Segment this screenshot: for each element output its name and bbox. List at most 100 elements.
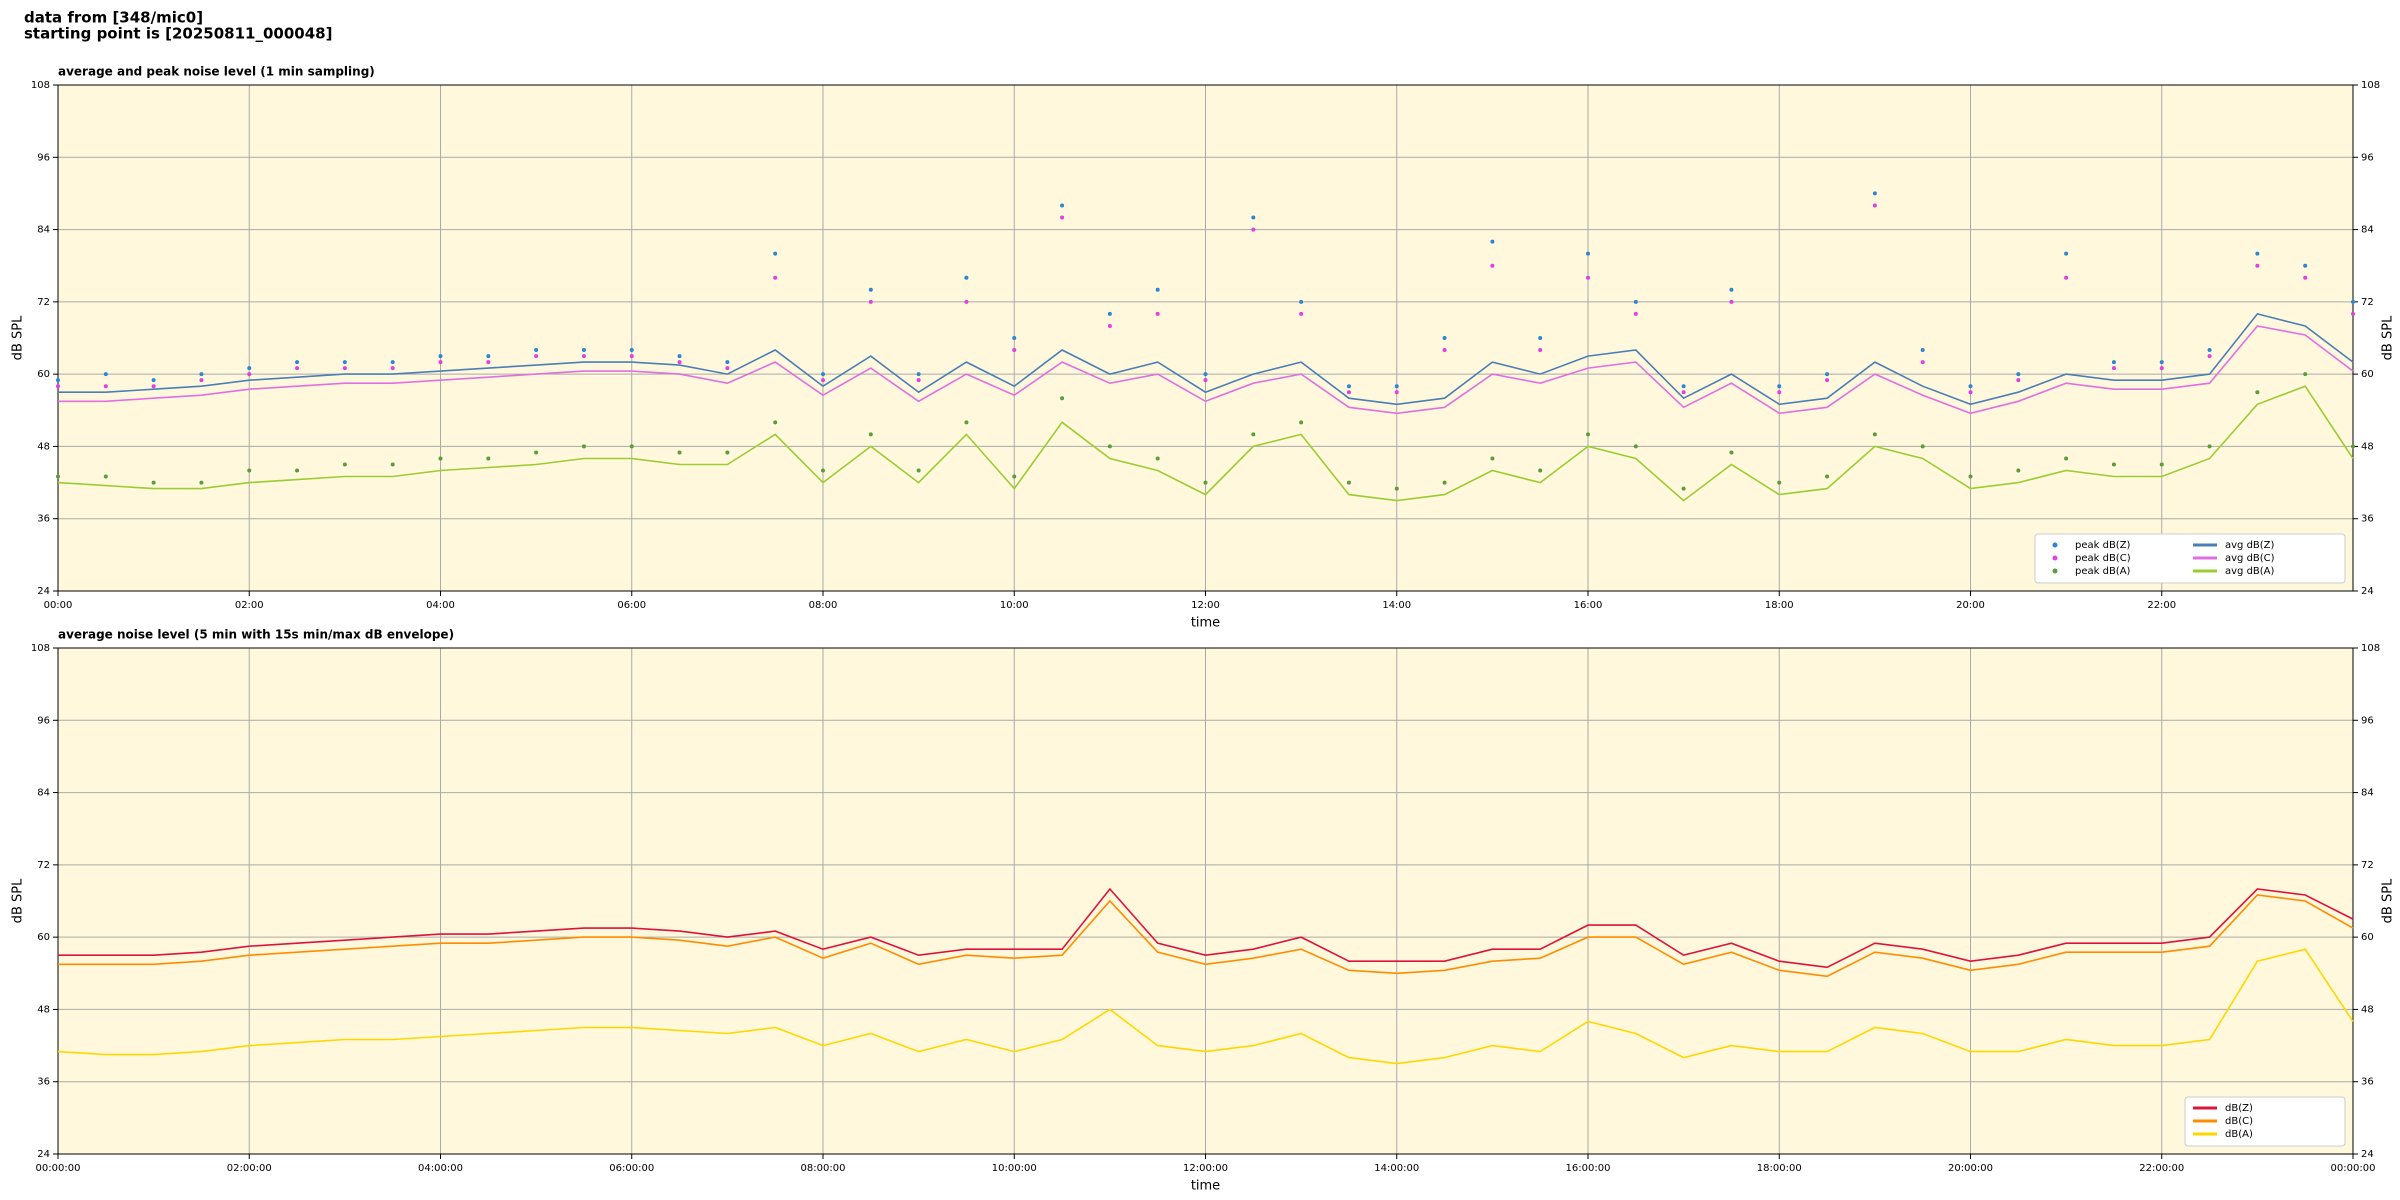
peak-marker (1490, 263, 1495, 268)
y-tick-label: 24 (37, 1149, 50, 1160)
x-tick-label: 06:00 (617, 600, 646, 611)
peak-marker (2255, 390, 2260, 395)
peak-marker (199, 480, 204, 485)
peak-marker (1872, 432, 1877, 437)
peak-marker (1872, 191, 1877, 196)
peak-marker (2255, 251, 2260, 256)
peak-marker (1729, 287, 1734, 292)
x-tick-label: 12:00 (1191, 600, 1220, 611)
peak-marker (2016, 378, 2021, 383)
peak-marker (629, 444, 634, 449)
peak-marker (438, 360, 443, 365)
peak-marker (1394, 486, 1399, 491)
series-line (58, 312, 2354, 406)
x-tick-label: 14:00 (1382, 600, 1411, 611)
y-tick-label: 48 (2361, 441, 2374, 452)
peak-marker (2303, 263, 2308, 268)
peak-marker (1012, 336, 1017, 340)
peak-marker (247, 372, 252, 377)
peak-marker (581, 348, 586, 353)
peak-marker (2207, 348, 2212, 353)
peak-marker (1633, 299, 1638, 304)
peak-marker (342, 366, 347, 371)
peak-marker (1251, 432, 1256, 437)
peak-marker (534, 450, 539, 455)
peak-marker (629, 354, 634, 359)
peak-marker (2064, 275, 2069, 280)
peak-marker (1394, 390, 1399, 395)
chart-title: average and peak noise level (1 min samp… (58, 65, 375, 79)
peak-marker (677, 354, 682, 359)
header-line: data from [348/mic0] (24, 9, 203, 27)
peak-marker (151, 378, 156, 383)
peak-marker (773, 251, 778, 256)
legend-label: peak dB(C) (2075, 553, 2131, 564)
y-tick-label: 84 (2361, 225, 2374, 236)
peak-marker (1107, 323, 1112, 328)
y-tick-label: 36 (2361, 514, 2374, 525)
y-tick-label: 108 (2361, 80, 2380, 91)
peak-marker (1107, 311, 1112, 316)
peak-marker (1538, 336, 1543, 340)
peak-marker (773, 275, 778, 280)
legend-swatch (2052, 568, 2058, 574)
peak-marker (103, 384, 108, 389)
plot-frame (57, 84, 2354, 592)
peak-marker (486, 354, 491, 359)
legend-label: dB(Z) (2225, 1103, 2253, 1114)
x-tick-label: 04:00 (426, 600, 455, 611)
peak-marker (1777, 480, 1782, 485)
peak-marker (677, 450, 682, 455)
peak-marker (1203, 372, 1208, 377)
peak-marker (1920, 360, 1925, 365)
peak-marker (1490, 239, 1495, 244)
peak-marker (1586, 432, 1590, 437)
peak-marker (151, 384, 156, 389)
peak-marker (1060, 215, 1065, 220)
peak-marker (2351, 311, 2355, 316)
peak-marker (199, 372, 204, 377)
y-axis-label: dB SPL (11, 878, 26, 923)
peak-marker (1251, 215, 1256, 220)
y-tick-label: 108 (31, 643, 50, 654)
peak-marker (868, 299, 873, 304)
peak-marker (677, 360, 682, 365)
peak-marker (868, 287, 873, 292)
peak-marker (2159, 462, 2164, 467)
peak-marker (1251, 227, 1256, 232)
peak-marker (1729, 450, 1734, 455)
y-tick-label: 60 (2361, 932, 2374, 943)
legend-label: peak dB(Z) (2075, 540, 2131, 551)
x-tick-label: 16:00 (1574, 600, 1603, 611)
peak-marker (2303, 372, 2308, 377)
x-tick-label: 10:00 (1000, 600, 1029, 611)
x-tick-label: 18:00 (1765, 600, 1794, 611)
peak-marker (1442, 480, 1447, 485)
peak-marker (534, 348, 539, 353)
peak-marker (342, 360, 347, 365)
series-line (58, 325, 2354, 415)
peak-marker (295, 468, 300, 473)
peak-marker (1825, 372, 1830, 377)
peak-marker (725, 360, 730, 365)
peak-marker (964, 420, 969, 425)
legend-label: dB(A) (2225, 1129, 2253, 1140)
series-line (57, 385, 2354, 502)
peak-marker (2351, 299, 2355, 304)
y-tick-label: 36 (37, 514, 50, 525)
peak-marker (1538, 468, 1543, 473)
peak-marker (1729, 299, 1734, 304)
peak-marker (151, 480, 156, 485)
y-tick-label: 84 (2361, 788, 2374, 799)
peak-marker (725, 450, 730, 455)
peak-marker (2111, 366, 2116, 371)
peak-marker (773, 420, 778, 425)
legend-label: avg dB(C) (2225, 553, 2275, 564)
peak-marker (2016, 468, 2021, 473)
peak-marker (2207, 354, 2212, 359)
y-tick-label: 24 (2361, 1149, 2374, 1160)
peak-marker (103, 474, 108, 479)
peak-marker (1012, 474, 1017, 479)
x-axis-label: time (1191, 1179, 1220, 1194)
